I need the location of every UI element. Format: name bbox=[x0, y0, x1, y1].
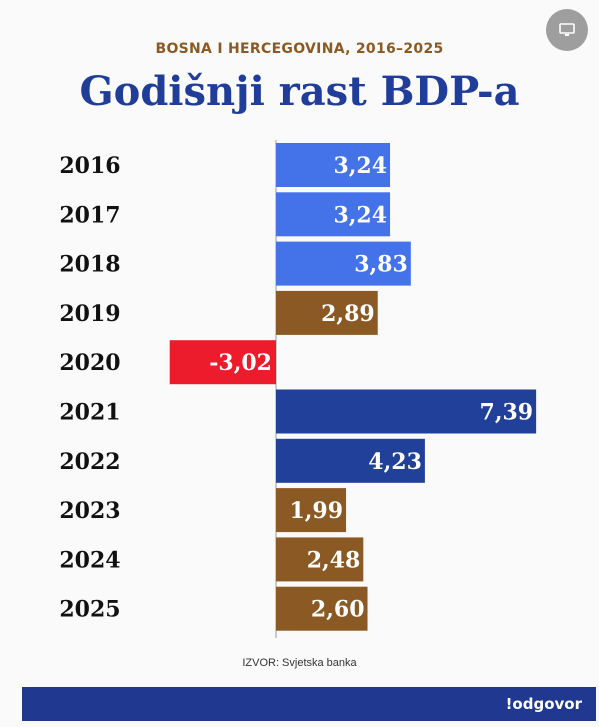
value-label-2021: 7,39 bbox=[480, 400, 534, 426]
year-label-2021: 2021 bbox=[59, 400, 120, 426]
footer-bar: !odgovor bbox=[22, 687, 596, 721]
display-toggle-button[interactable] bbox=[546, 9, 588, 51]
value-label-2020: -3,02 bbox=[209, 350, 272, 376]
source-note: IZVOR: Svjetska banka bbox=[242, 657, 357, 669]
year-label-2024: 2024 bbox=[59, 547, 120, 573]
value-label-2016: 3,24 bbox=[333, 153, 387, 179]
brand-logo[interactable]: !odgovor bbox=[505, 695, 582, 713]
value-label-2017: 3,24 bbox=[333, 202, 387, 228]
bar-2016 bbox=[276, 143, 391, 187]
bar-2023 bbox=[276, 488, 347, 533]
year-label-2020: 2020 bbox=[59, 350, 120, 376]
bar-2018 bbox=[276, 241, 411, 286]
bar-2019 bbox=[276, 290, 378, 335]
bar-2017 bbox=[276, 192, 391, 237]
value-label-2025: 2,60 bbox=[311, 597, 365, 623]
year-label-2022: 2022 bbox=[59, 449, 120, 475]
year-label-2025: 2025 bbox=[59, 597, 120, 623]
chart-subtitle: BOSNA I HERCEGOVINA, 2016–2025 bbox=[155, 41, 444, 57]
bar-2025 bbox=[276, 586, 368, 631]
bar-2020 bbox=[169, 340, 276, 385]
year-label-2018: 2018 bbox=[59, 252, 120, 278]
year-label-2019: 2019 bbox=[59, 301, 120, 327]
monitor-icon bbox=[559, 23, 575, 36]
year-label-2016: 2016 bbox=[59, 153, 120, 179]
bar-2021 bbox=[276, 389, 537, 434]
year-label-2017: 2017 bbox=[59, 202, 120, 228]
bar-2022 bbox=[276, 438, 425, 483]
chart-title: Godišnji rast BDP-a bbox=[79, 68, 520, 115]
bar-2024 bbox=[276, 537, 364, 582]
value-label-2024: 2,48 bbox=[307, 547, 361, 573]
year-label-2023: 2023 bbox=[59, 498, 120, 524]
value-label-2018: 3,83 bbox=[354, 252, 408, 278]
value-label-2022: 4,23 bbox=[368, 449, 422, 475]
gdp-growth-chart: 2016 3,24 2017 3,24 2018 3,83 2019 2,89 2020 -3,0… bbox=[59, 140, 537, 638]
value-label-2023: 1,99 bbox=[289, 498, 343, 524]
value-label-2019: 2,89 bbox=[321, 301, 375, 327]
